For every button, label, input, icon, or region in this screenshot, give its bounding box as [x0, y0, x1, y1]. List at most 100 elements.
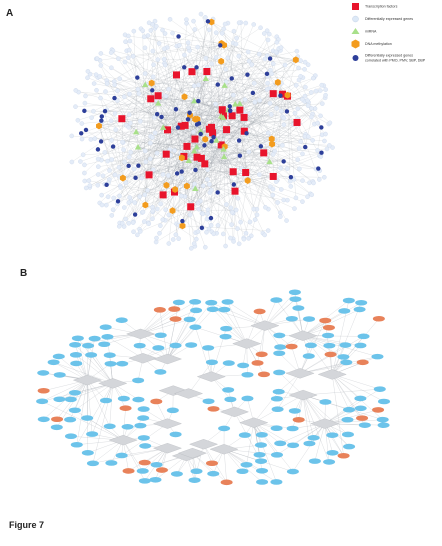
edge: [300, 362, 363, 374]
gene-node: [152, 114, 157, 120]
gene-node: [270, 152, 276, 157]
tf-node: [147, 95, 155, 103]
gene-node: [99, 202, 105, 208]
gene-node: [240, 461, 253, 468]
gene-node: [206, 226, 212, 232]
gene-node: [126, 125, 131, 130]
gene-node: [266, 31, 272, 37]
gene-node: [132, 396, 145, 403]
gene-node: [132, 200, 138, 205]
tf-node: [223, 126, 231, 134]
tf-node: [242, 168, 250, 176]
gene-node: [273, 332, 286, 339]
gene-node: [253, 308, 266, 315]
edge: [177, 127, 234, 172]
gene-node: [170, 237, 176, 242]
edge: [183, 148, 328, 157]
tf-node: [269, 172, 277, 180]
edge: [140, 319, 190, 335]
gene-node: [233, 41, 239, 47]
gene-node: [228, 235, 233, 241]
network-edges: [71, 13, 333, 249]
gene-node: [203, 55, 209, 61]
gene-node: [323, 342, 336, 349]
gene-node: [81, 450, 94, 456]
gene-node: [256, 468, 269, 474]
gene-node: [127, 120, 133, 126]
edge: [158, 27, 261, 96]
gene-node: [243, 20, 249, 26]
gene-node: [285, 197, 290, 203]
edge: [287, 85, 322, 97]
mirna-node: [191, 147, 198, 154]
correlated-node: [176, 34, 181, 39]
gene-node: [319, 317, 332, 324]
gene-node: [188, 477, 201, 483]
gene-node: [356, 359, 369, 366]
gene-node: [293, 195, 299, 201]
edge: [70, 383, 113, 400]
gene-node: [85, 69, 91, 74]
gene-node: [255, 458, 268, 464]
edge: [302, 395, 310, 444]
edge: [211, 302, 265, 326]
gene-node: [246, 149, 252, 155]
gene-node: [148, 28, 154, 33]
gene-node: [98, 51, 104, 56]
pathway-node: [98, 378, 128, 389]
gene-node: [204, 229, 209, 235]
edge: [253, 422, 277, 483]
gene-node: [241, 236, 247, 242]
gene-node: [95, 156, 101, 162]
gene-node: [358, 422, 371, 428]
edge: [253, 422, 294, 446]
gene-node: [134, 422, 147, 429]
pathway-node: [232, 338, 262, 349]
gene-node: [305, 134, 311, 139]
correlated-node: [132, 212, 138, 217]
gene-node: [88, 137, 94, 142]
legend: Transcription factors Differentially exp…: [351, 3, 426, 62]
gene-node: [166, 241, 172, 246]
edge: [128, 157, 182, 224]
gene-node: [107, 168, 112, 173]
gene-node: [150, 74, 156, 80]
edge: [223, 449, 263, 471]
gene-node: [187, 212, 193, 218]
gene-node: [252, 99, 258, 105]
gene-node: [64, 396, 77, 403]
edge: [163, 34, 270, 195]
network-nodes: [69, 11, 335, 251]
gene-node: [254, 442, 267, 448]
gene-node: [236, 53, 242, 59]
legend-label: Differentially expressed genes: [365, 17, 413, 21]
gene-node: [295, 157, 300, 162]
gene-node: [117, 395, 130, 402]
gene-node: [231, 239, 236, 244]
gene-node: [251, 360, 264, 366]
gene-node: [145, 188, 150, 193]
correlated-node: [316, 166, 321, 171]
gene-node: [137, 194, 142, 199]
edge: [101, 141, 183, 226]
methylation-node: [183, 182, 190, 190]
gene-node: [218, 425, 231, 432]
gene-node: [219, 31, 225, 36]
edge: [150, 23, 228, 99]
gene-node: [115, 452, 128, 459]
gene-node: [81, 415, 94, 421]
gene-node: [132, 377, 145, 384]
gene-node: [185, 342, 198, 348]
gene-node: [166, 87, 171, 92]
edge: [84, 110, 190, 113]
gene-node: [327, 143, 332, 148]
gene-node: [288, 408, 301, 414]
edge: [135, 160, 189, 178]
edge: [324, 389, 380, 424]
pathway-node: [285, 368, 315, 379]
mirna-node: [220, 153, 228, 160]
methylation-node: [96, 122, 102, 130]
gene-node: [223, 66, 228, 72]
gene-node: [246, 236, 251, 241]
methylation-node: [284, 91, 291, 99]
